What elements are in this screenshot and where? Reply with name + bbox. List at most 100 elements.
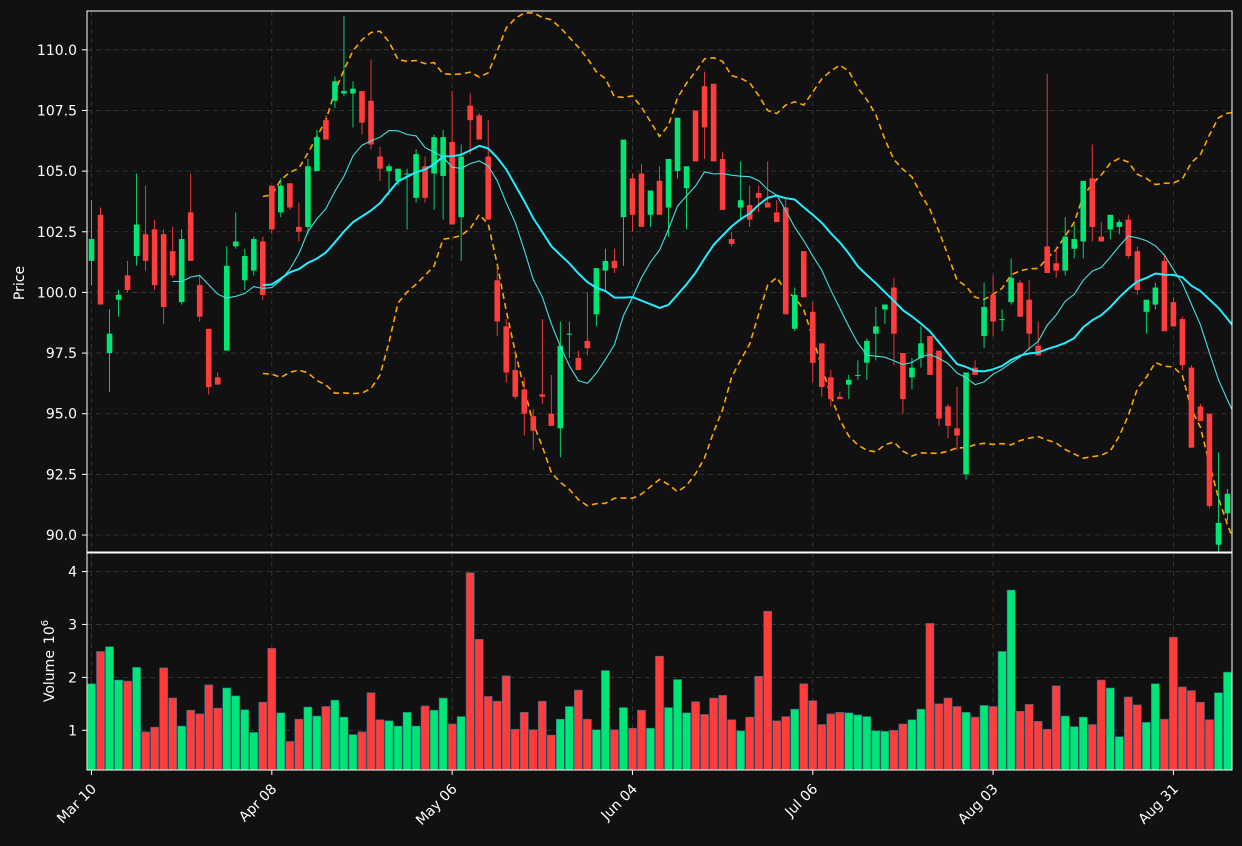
volume-bar xyxy=(195,713,205,771)
volume-bar xyxy=(997,651,1007,771)
candle-body xyxy=(142,234,149,261)
candle-body xyxy=(692,110,699,162)
candle-body xyxy=(909,367,915,378)
volume-bar xyxy=(330,699,340,771)
volume-bar xyxy=(682,712,691,771)
volume-axis-exponent-base: 10 xyxy=(42,626,58,644)
candle-body xyxy=(665,158,672,208)
volume-tick-label: 3 xyxy=(68,617,77,633)
volume-bar xyxy=(438,697,448,771)
volume-bar xyxy=(1214,692,1223,771)
volume-bar xyxy=(501,675,511,771)
candle-body xyxy=(584,340,591,349)
candle-body xyxy=(647,190,654,215)
candle-body xyxy=(494,280,501,322)
volume-bar xyxy=(114,679,123,771)
volume-bar xyxy=(673,679,682,771)
candle-body xyxy=(764,202,771,208)
volume-tick-label: 2 xyxy=(68,670,77,686)
candle-body xyxy=(368,100,374,145)
candle-body xyxy=(395,168,401,181)
volume-bar xyxy=(646,727,655,771)
price-panel-frame xyxy=(86,10,1233,553)
candle-body xyxy=(791,294,798,329)
price-tick-label: 95.0 xyxy=(46,407,77,423)
candle-body xyxy=(1170,302,1177,327)
candle-body xyxy=(1044,246,1050,274)
volume-bar xyxy=(709,697,718,771)
price-tick-label: 97.5 xyxy=(46,346,77,362)
volume-bar xyxy=(664,707,673,771)
candle-body xyxy=(1089,178,1096,227)
candle-body xyxy=(1134,251,1141,290)
candle-body xyxy=(755,192,762,198)
volume-bar xyxy=(1042,728,1052,771)
volume-bar xyxy=(285,741,295,771)
volume-bar xyxy=(1024,704,1034,771)
candle-body xyxy=(1179,319,1186,366)
volume-bar xyxy=(1060,715,1070,771)
volume-bar xyxy=(862,716,872,771)
volume-bar xyxy=(168,697,178,771)
volume-bar xyxy=(321,706,331,771)
candle-body xyxy=(133,224,140,257)
volume-bar xyxy=(772,720,782,771)
volume-bar xyxy=(907,719,917,771)
volume-axis-exponent-power: 6 xyxy=(40,620,51,626)
volume-axis-ticks: 1 2 3 4 xyxy=(68,565,87,739)
volume-bar xyxy=(87,683,96,771)
candle-body xyxy=(882,304,888,310)
candle-body xyxy=(990,294,996,322)
volume-bar xyxy=(123,680,132,771)
volume-bar xyxy=(105,646,114,771)
candle-body xyxy=(539,394,546,397)
volume-bar xyxy=(519,712,529,771)
volume-bar xyxy=(159,667,168,771)
candle-body xyxy=(1035,345,1041,356)
candle-body xyxy=(701,86,708,128)
candle-body xyxy=(548,413,555,426)
volume-bar xyxy=(637,709,646,771)
volume-bar xyxy=(952,706,962,771)
volume-panel-frame xyxy=(86,552,1233,771)
candle-body xyxy=(422,166,428,198)
candle-body xyxy=(260,241,266,295)
candle-body xyxy=(828,377,834,400)
volume-bar xyxy=(790,708,800,771)
volume-bar xyxy=(1223,671,1232,771)
volume-bar xyxy=(132,667,141,771)
volume-bar xyxy=(384,720,394,771)
candle-body xyxy=(800,251,807,298)
candle-body xyxy=(575,357,582,371)
candle-body xyxy=(629,178,636,215)
volume-bar xyxy=(186,709,196,771)
volume-bar xyxy=(1078,716,1088,771)
volume-bar xyxy=(294,718,304,771)
volume-bar xyxy=(141,731,150,771)
volume-bar xyxy=(1123,696,1133,771)
candle-body xyxy=(512,370,519,397)
volume-bar xyxy=(934,703,944,771)
volume-bar xyxy=(204,684,214,771)
candle-body xyxy=(485,156,491,220)
candle-body xyxy=(674,117,681,172)
candle-body xyxy=(1062,236,1069,271)
candle-body xyxy=(683,166,690,189)
candle-body xyxy=(1197,406,1204,421)
volume-bar xyxy=(339,716,349,771)
moving-average-slow-line xyxy=(262,144,1232,373)
candle-body xyxy=(737,200,744,208)
volume-bar xyxy=(402,712,412,771)
volume-bar xyxy=(267,647,277,771)
bollinger-bands xyxy=(262,11,1232,539)
candle-body xyxy=(88,239,95,261)
candle-body xyxy=(611,260,618,269)
price-tick-label: 100.0 xyxy=(37,285,77,301)
candle-body xyxy=(1107,214,1114,230)
bollinger-upper-line xyxy=(262,11,1232,301)
candle-body xyxy=(205,328,212,388)
volume-bar xyxy=(96,651,105,771)
candle-body xyxy=(809,311,816,363)
volume-bar xyxy=(835,712,845,771)
